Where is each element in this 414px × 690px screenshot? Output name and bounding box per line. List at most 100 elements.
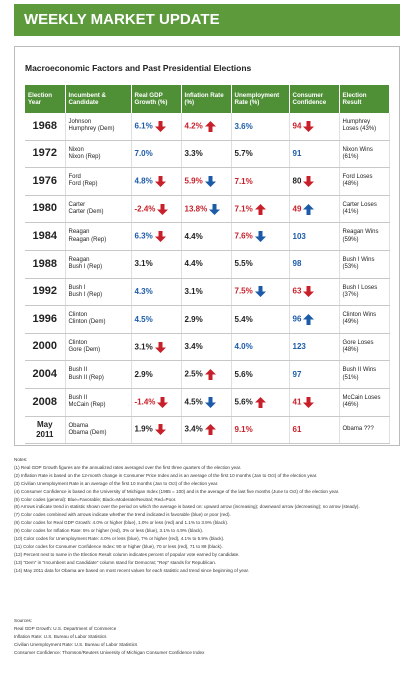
incumbent: Clinton: [68, 312, 88, 319]
incumbent-cell: Johnson Humphrey (Dem): [65, 113, 132, 141]
column-header: Unemployment Rate (%): [231, 85, 290, 113]
trend-arrow: [204, 369, 216, 381]
gdp-value: 3.1%: [134, 342, 153, 352]
election-year: 1976: [25, 167, 66, 196]
gdp-value: 4.3%: [134, 287, 153, 297]
confidence-value: 61: [292, 425, 302, 435]
trend-arrow: [254, 231, 266, 243]
election-result: Clinton Wins (49%): [339, 305, 390, 334]
gdp-cell: 1.9%: [131, 416, 182, 445]
gdp-cell: 6.1%: [131, 113, 182, 141]
gdp-cell: 2.9%: [131, 360, 182, 389]
confidence-cell: 61: [289, 416, 340, 445]
table-row: 1980 Carter Carter (Dem) -2.4% 13.8% 7.1% 49 Ca…: [25, 195, 390, 224]
arrow-shape: [303, 203, 315, 215]
election-result: Nixon Wins (61%): [339, 140, 390, 169]
incumbent: Ford: [68, 174, 81, 181]
trend-arrow: [204, 120, 216, 132]
unemployment-value: 7.5%: [234, 286, 253, 296]
note: (6) Arrows indicate trend in statistic s…: [14, 504, 360, 510]
arrow-shape: [154, 120, 166, 132]
election-year: 1992: [25, 278, 66, 307]
election-year: 2000: [25, 333, 66, 362]
incumbent: Nixon: [68, 146, 84, 153]
election-result: Ford Loses (48%): [339, 167, 390, 196]
inflation-cell: 3.1%: [181, 278, 232, 307]
inflation-cell: 5.9%: [181, 167, 232, 196]
inflation-value: 5.9%: [184, 176, 203, 186]
inflation-cell: 3.4%: [181, 333, 232, 362]
trend-arrow: [204, 175, 216, 187]
column-header: Real GDP Growth (%): [131, 85, 182, 113]
confidence-value: 80: [292, 176, 302, 186]
arrow-shape: [204, 175, 216, 187]
gdp-cell: 4.5%: [131, 305, 182, 334]
gdp-value: 1.9%: [134, 424, 153, 434]
candidate: Obama (Dem): [68, 429, 107, 436]
trend-arrow: [204, 396, 216, 408]
candidate: Ford (Rep): [68, 181, 98, 188]
banner-title: WEEKLY MARKET UPDATE: [14, 4, 400, 36]
trend-arrow: [154, 175, 166, 187]
arrow-shape: [204, 120, 216, 132]
inflation-cell: 2.5%: [181, 360, 232, 389]
arrow-shape: [254, 231, 266, 243]
trend-arrow: [154, 120, 166, 132]
unemployment-value: 7.6%: [234, 231, 253, 241]
arrow-shape: [157, 203, 169, 215]
inflation-cell: 3.4%: [181, 416, 232, 445]
gdp-cell: 4.3%: [131, 278, 182, 307]
note: (4) Consumer Confidence is based on the …: [14, 488, 340, 494]
note: (14) May 2011 data for Obama are based o…: [14, 567, 250, 573]
gdp-value: 6.3%: [134, 231, 153, 241]
incumbent-cell: Nixon Nixon (Rep): [65, 140, 132, 169]
note: (2) Inflation Rate is based on the 12-mo…: [14, 472, 318, 478]
confidence-cell: 63: [289, 278, 340, 307]
arrow-shape: [303, 313, 315, 325]
arrow-shape: [204, 424, 216, 436]
source: Consumer Confidence: Thomson/Reuters Uni…: [14, 649, 205, 655]
arrow-shape: [303, 286, 315, 298]
table-panel: Macroeconomic Factors and Past President…: [14, 46, 400, 446]
confidence-cell: 94: [289, 113, 340, 141]
trend-arrow: [209, 203, 221, 215]
confidence-value: 41: [292, 397, 302, 407]
trend-arrow: [154, 341, 166, 353]
gdp-value: 3.1%: [134, 259, 153, 269]
candidate: Bush II (Rep): [68, 374, 104, 381]
arrow-shape: [154, 231, 166, 243]
inflation-value: 4.4%: [184, 231, 203, 241]
unemployment-value: 5.7%: [234, 149, 253, 159]
gdp-value: 6.1%: [134, 121, 153, 131]
election-year: 1968: [25, 113, 66, 141]
source: Civilian Unemployment Rate: U.S. Bureau …: [14, 641, 138, 647]
election-result: Reagan Wins (59%): [339, 222, 390, 251]
inflation-value: 13.8%: [184, 204, 208, 214]
confidence-cell: 96: [289, 305, 340, 334]
incumbent-cell: Bush II McCain (Rep): [65, 388, 132, 417]
confidence-value: 94: [292, 121, 302, 131]
incumbent: Bush II: [68, 395, 88, 402]
arrow-shape: [209, 203, 221, 215]
inflation-cell: 4.4%: [181, 250, 232, 279]
note: (1) Real GDP Growth figures are the annu…: [14, 464, 242, 470]
confidence-cell: 97: [289, 360, 340, 389]
arrow-shape: [154, 175, 166, 187]
unemployment-value: 5.6%: [234, 369, 253, 379]
candidate: McCain (Rep): [68, 402, 106, 409]
table-row: 2000 Clinton Gore (Dem) 3.1% 3.4% 4.0% 123 Gore…: [25, 333, 390, 362]
unemployment-value: 5.5%: [234, 259, 253, 269]
inflation-cell: 4.4%: [181, 222, 232, 251]
confidence-value: 63: [292, 286, 302, 296]
column-header: Incumbent & Candidate: [65, 85, 132, 113]
candidate: Reagan (Rep): [68, 236, 107, 243]
unemployment-value: 9.1%: [234, 425, 253, 435]
table-row: 1976 Ford Ford (Rep) 4.8% 5.9% 7.1% 80 Ford Los…: [25, 167, 390, 196]
candidate: Clinton (Dem): [68, 319, 106, 326]
note: (12) Percent next to name in the Electio…: [14, 551, 240, 557]
table-row: 1988 Reagan Bush I (Rep) 3.1% 4.4% 5.5% 98 Bush…: [25, 250, 390, 279]
gdp-value: 2.9%: [134, 369, 153, 379]
candidate: Humphrey (Dem): [68, 126, 115, 133]
gdp-cell: 3.1%: [131, 333, 182, 362]
